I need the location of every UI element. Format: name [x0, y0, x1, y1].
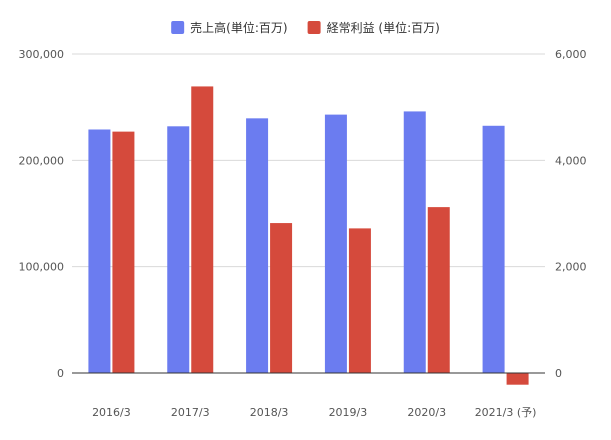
x-tick-label: 2016/3: [92, 406, 131, 419]
bar-sales: [482, 125, 505, 374]
left-tick-label: 100,000: [19, 261, 65, 274]
bar-ordinary-profit: [112, 131, 135, 373]
bars: [88, 86, 529, 385]
legend: 売上高(単位:百万) 経常利益 (単位:百万): [171, 20, 440, 35]
left-tick-label: 200,000: [19, 154, 65, 167]
bar-sales: [88, 129, 111, 373]
legend-label-ordinary-profit: 経常利益 (単位:百万): [327, 20, 440, 35]
right-axis: 0 2,000 4,000 6,000: [555, 48, 587, 380]
x-tick-label: 2020/3: [407, 406, 446, 419]
right-tick-label: 2,000: [555, 261, 587, 274]
x-tick-label: 2018/3: [250, 406, 289, 419]
legend-label-sales: 売上高(単位:百万): [190, 20, 287, 35]
legend-swatch-sales: [171, 21, 185, 34]
bar-ordinary-profit: [270, 223, 293, 373]
bar-sales: [324, 114, 347, 374]
bar-sales: [167, 126, 190, 373]
bar-ordinary-profit: [191, 86, 214, 373]
left-axis: 0 100,000 200,000 300,000: [19, 48, 65, 380]
bar-sales: [246, 118, 269, 373]
right-tick-label: 0: [555, 367, 562, 380]
bar-ordinary-profit: [506, 373, 529, 385]
right-tick-label: 6,000: [555, 48, 587, 61]
left-tick-label: 300,000: [19, 48, 65, 61]
x-tick-label: 2019/3: [329, 406, 368, 419]
bar-sales: [403, 111, 426, 374]
x-axis: 2016/3 2017/3 2018/3 2019/3 2020/3 2021/3 (予): [92, 406, 536, 419]
left-tick-label: 0: [57, 367, 64, 380]
x-tick-label: 2017/3: [171, 406, 210, 419]
bar-ordinary-profit: [348, 228, 371, 373]
right-tick-label: 4,000: [555, 154, 587, 167]
gridlines: [72, 53, 545, 268]
bar-ordinary-profit: [427, 207, 450, 373]
legend-swatch-ordinary-profit: [307, 21, 321, 34]
x-tick-label: 2021/3 (予): [475, 406, 537, 419]
